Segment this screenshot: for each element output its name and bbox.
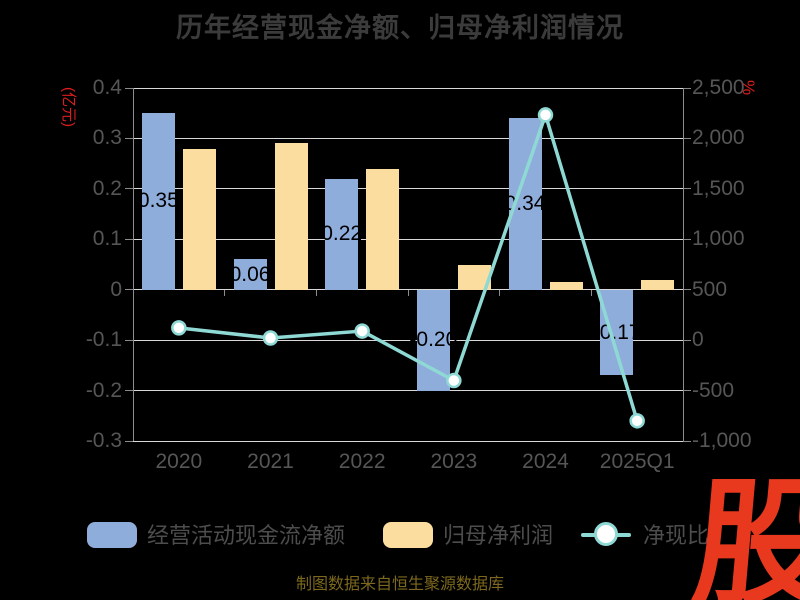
x-axis-label-2024: 2024	[522, 450, 569, 473]
left-axis-tick-label: 0.4	[92, 76, 122, 99]
right-axis-line	[682, 88, 684, 441]
left-axis-tick-label: -0.2	[85, 378, 122, 402]
right-axis-tick-label: 0	[692, 328, 704, 352]
gridline	[133, 440, 683, 442]
left-axis-tick-label: 0.1	[92, 227, 122, 251]
right-axis-tick	[683, 137, 691, 139]
bar-operating-cashflow-2020	[141, 113, 175, 290]
left-axis-tick-label: -0.3	[85, 429, 122, 452]
right-axis-tick-label: 2,000	[692, 126, 745, 150]
left-axis-tick	[125, 188, 133, 190]
x-axis-tick	[132, 289, 134, 296]
legend-swatch-net-profit[interactable]	[383, 522, 433, 548]
left-axis-tick	[125, 238, 133, 240]
right-axis-tick-label: -500	[692, 378, 735, 402]
right-axis-tick	[683, 339, 691, 341]
right-axis-tick	[683, 289, 691, 291]
legend-swatch-operating-cashflow[interactable]	[87, 522, 137, 548]
left-axis-tick	[125, 137, 133, 139]
gridline	[133, 87, 683, 89]
x-axis-label-2021: 2021	[247, 450, 294, 473]
x-axis-label-2025Q1: 2025Q1	[599, 450, 675, 473]
x-axis-tick	[682, 289, 684, 296]
bar-value-label: 0.35	[137, 189, 179, 213]
x-axis-label-2022: 2022	[338, 450, 386, 473]
left-axis-tick-label: 0.3	[92, 126, 122, 150]
legend-label-cash-ratio[interactable]: 净现比	[643, 523, 710, 548]
chart-title: 历年经营现金净额、归母净利润情况	[176, 13, 624, 43]
legend-label-net-profit[interactable]: 归母净利润	[443, 523, 554, 548]
left-axis-tick-label: -0.1	[85, 328, 122, 352]
right-axis-tick-label: -1,000	[692, 429, 752, 452]
brand-logo: 股	[687, 468, 800, 600]
left-axis-tick	[125, 390, 133, 392]
left-axis-tick	[125, 87, 133, 89]
left-axis-tick	[125, 440, 133, 442]
left-axis-tick-label: 0	[110, 277, 122, 301]
right-axis-tick	[683, 87, 691, 89]
right-axis-tick	[683, 188, 691, 190]
bar-net-profit-2025Q1	[641, 279, 675, 290]
right-axis-tick	[683, 440, 691, 442]
line-marker-icon[interactable]	[594, 522, 618, 546]
right-axis-tick	[683, 238, 691, 240]
legend-label-operating-cashflow[interactable]: 经营活动现金流净额	[147, 523, 346, 548]
right-axis-tick-label: 1,000	[692, 227, 745, 251]
right-axis-tick-label: 2,500	[692, 76, 745, 99]
left-axis-tick	[125, 339, 133, 341]
left-axis-line	[132, 88, 134, 441]
x-axis-label-2020: 2020	[155, 450, 203, 473]
right-axis-tick	[683, 390, 691, 392]
right-axis-tick-label: 1,500	[692, 176, 745, 200]
x-axis-label-2023: 2023	[430, 450, 478, 473]
source-note: 制图数据来自恒生聚源数据库	[295, 576, 504, 593]
left-axis-tick-label: 0.2	[92, 176, 122, 200]
left-axis-tick	[125, 289, 133, 291]
right-axis-tick-label: 500	[692, 277, 728, 301]
